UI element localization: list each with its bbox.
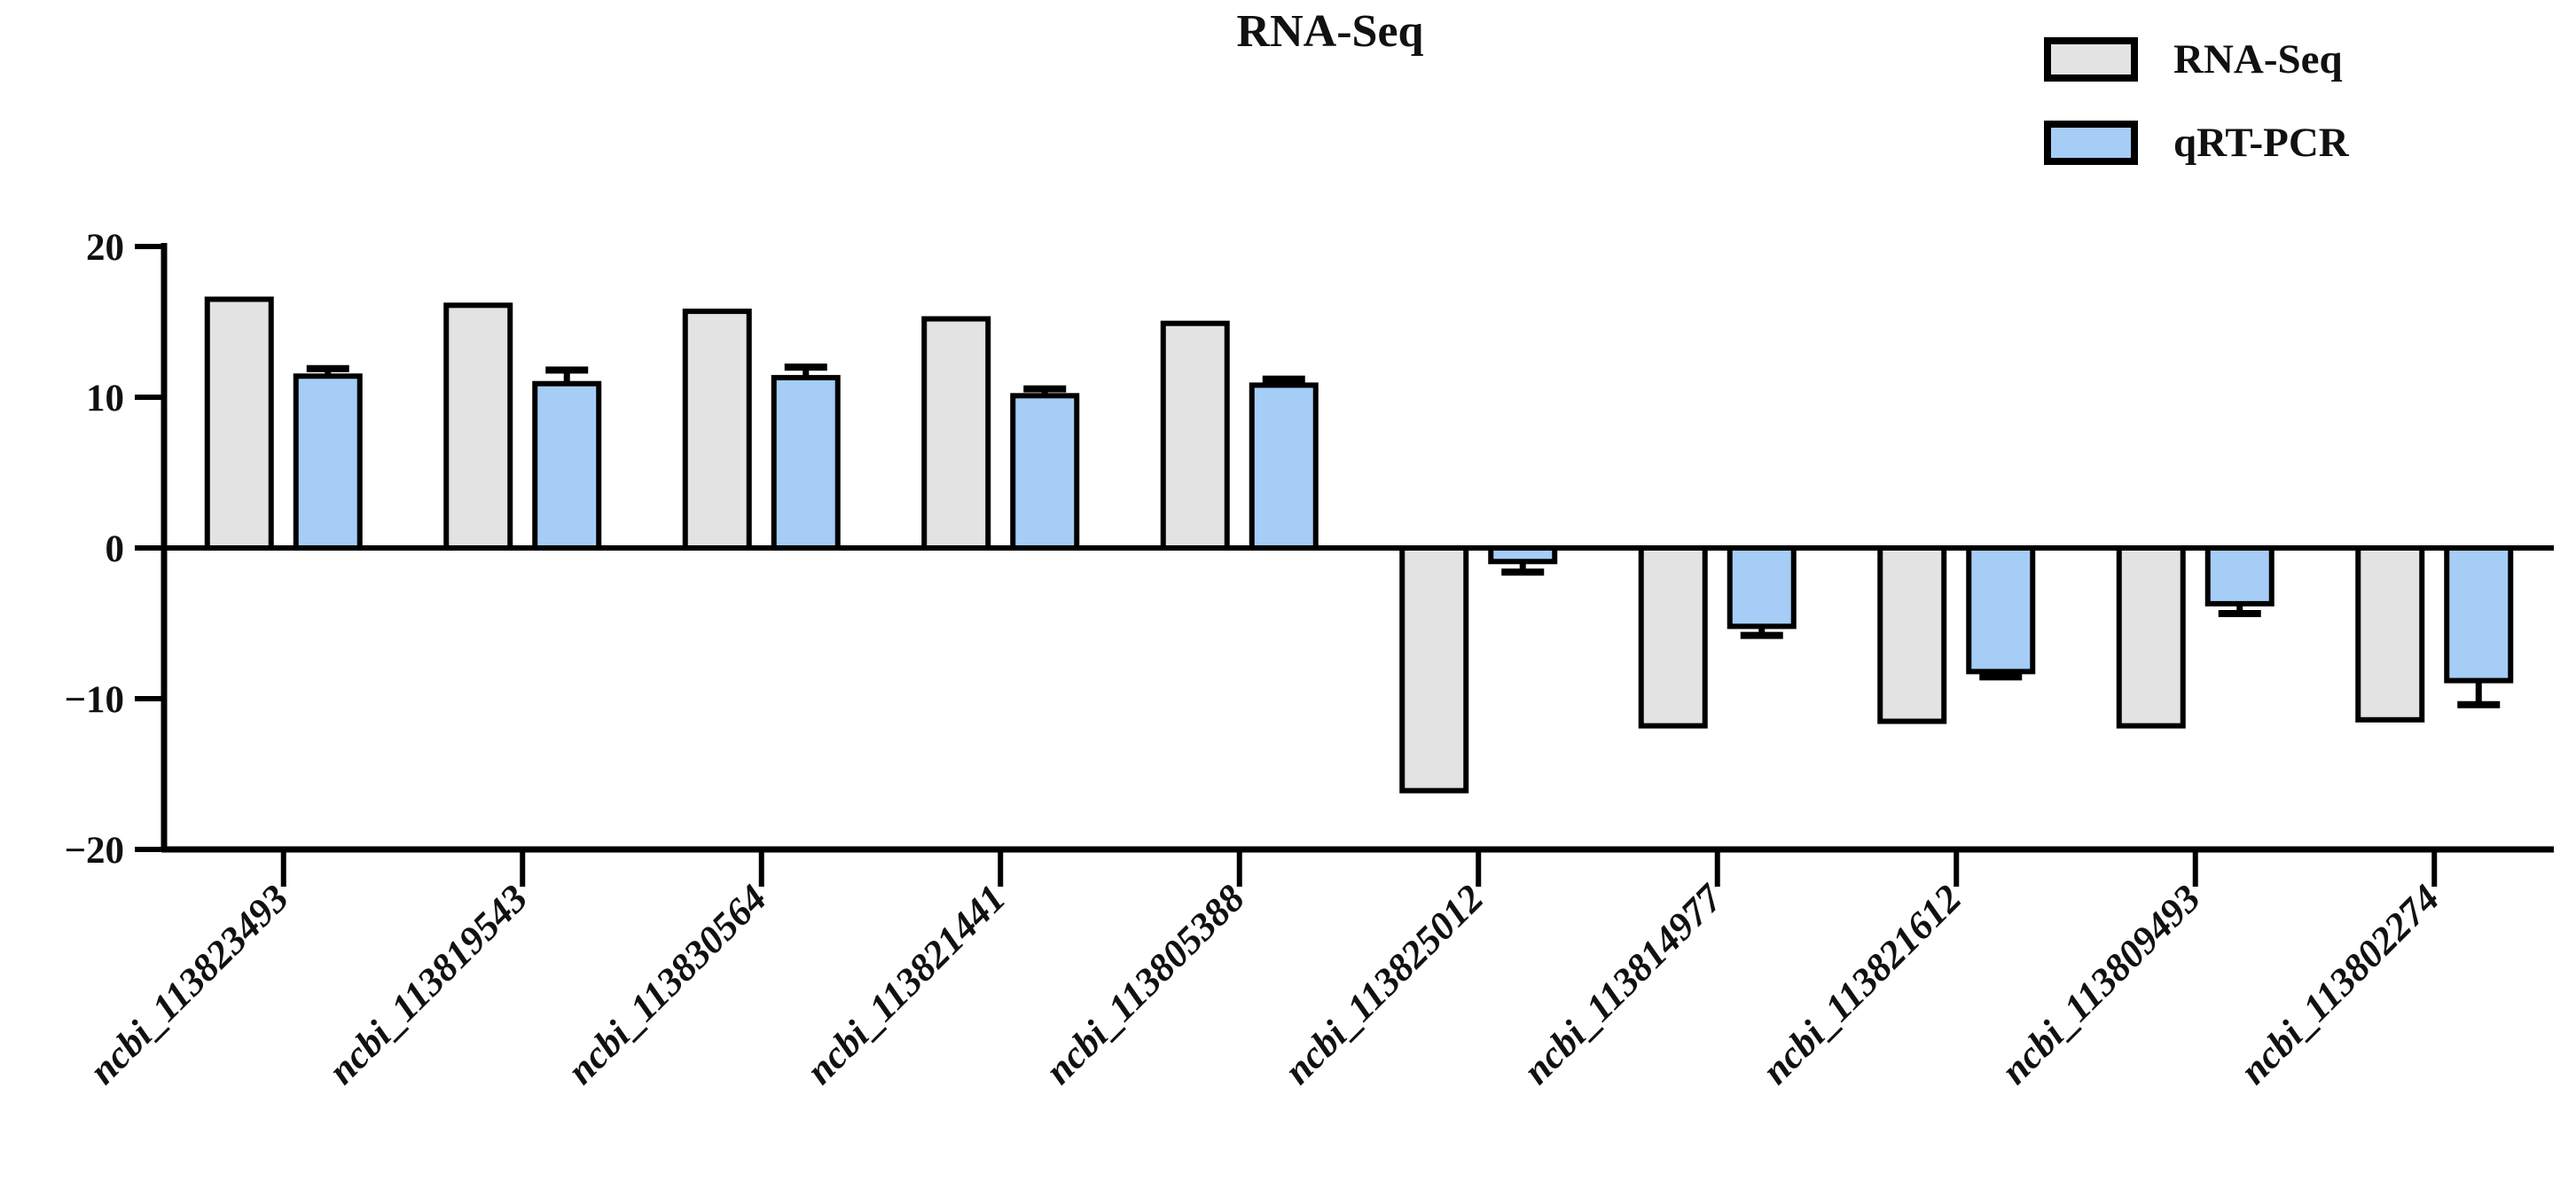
bar-rna-seq — [2116, 545, 2186, 729]
bar-rna-seq — [682, 309, 752, 551]
bar-rna-seq — [204, 296, 274, 551]
legend-item-qrt-pcr: qRT-PCR — [2044, 119, 2349, 167]
category-label: ncbi_113830564 — [559, 876, 775, 1092]
bar-qrt-pcr — [771, 374, 841, 551]
chart-title: RNA-Seq — [1236, 6, 1424, 57]
legend-label-rna-seq: RNA-Seq — [2173, 36, 2343, 82]
legend-item-rna-seq: RNA-Seq — [2044, 35, 2349, 83]
y-tick-label: 0 — [106, 528, 125, 570]
bar-qrt-pcr — [2444, 545, 2514, 684]
legend-swatch-rna-seq-icon — [2044, 37, 2138, 82]
y-tick-label: 20 — [86, 227, 124, 269]
category-label: ncbi_113805388 — [1037, 876, 1253, 1092]
y-tick-label: −10 — [64, 679, 124, 721]
bar-rna-seq — [1638, 545, 1708, 729]
bar-rna-seq — [1877, 545, 1947, 724]
bar-qrt-pcr — [1010, 393, 1080, 551]
category-label: ncbi_113802274 — [2232, 876, 2448, 1092]
category-label: ncbi_113825012 — [1276, 876, 1492, 1092]
legend: RNA-Seq qRT-PCR — [2044, 35, 2349, 202]
bar-rna-seq — [2355, 545, 2425, 723]
bar-qrt-pcr — [1966, 545, 2036, 675]
category-label: ncbi_113814977 — [1515, 875, 1732, 1092]
bar-rna-seq — [1399, 545, 1469, 794]
category-label: ncbi_113809493 — [1993, 876, 2209, 1092]
bar-qrt-pcr — [532, 380, 602, 552]
legend-swatch-qrt-pcr-icon — [2044, 121, 2138, 165]
category-label: ncbi_113819543 — [320, 876, 536, 1092]
bar-qrt-pcr — [2204, 545, 2275, 606]
bar-rna-seq — [921, 316, 991, 551]
bar-rna-seq — [443, 302, 513, 551]
bar-qrt-pcr — [293, 373, 363, 552]
category-label: ncbi_113823493 — [81, 876, 297, 1092]
category-label: ncbi_113821441 — [798, 876, 1014, 1092]
legend-label-qrt-pcr: qRT-PCR — [2173, 120, 2349, 166]
bar-qrt-pcr — [1249, 382, 1319, 551]
y-tick-label: 10 — [86, 378, 124, 419]
bar-qrt-pcr — [1726, 545, 1797, 630]
category-label: ncbi_113821612 — [1754, 876, 1970, 1092]
y-tick-label: −20 — [64, 830, 124, 872]
bar-rna-seq — [1160, 320, 1230, 552]
